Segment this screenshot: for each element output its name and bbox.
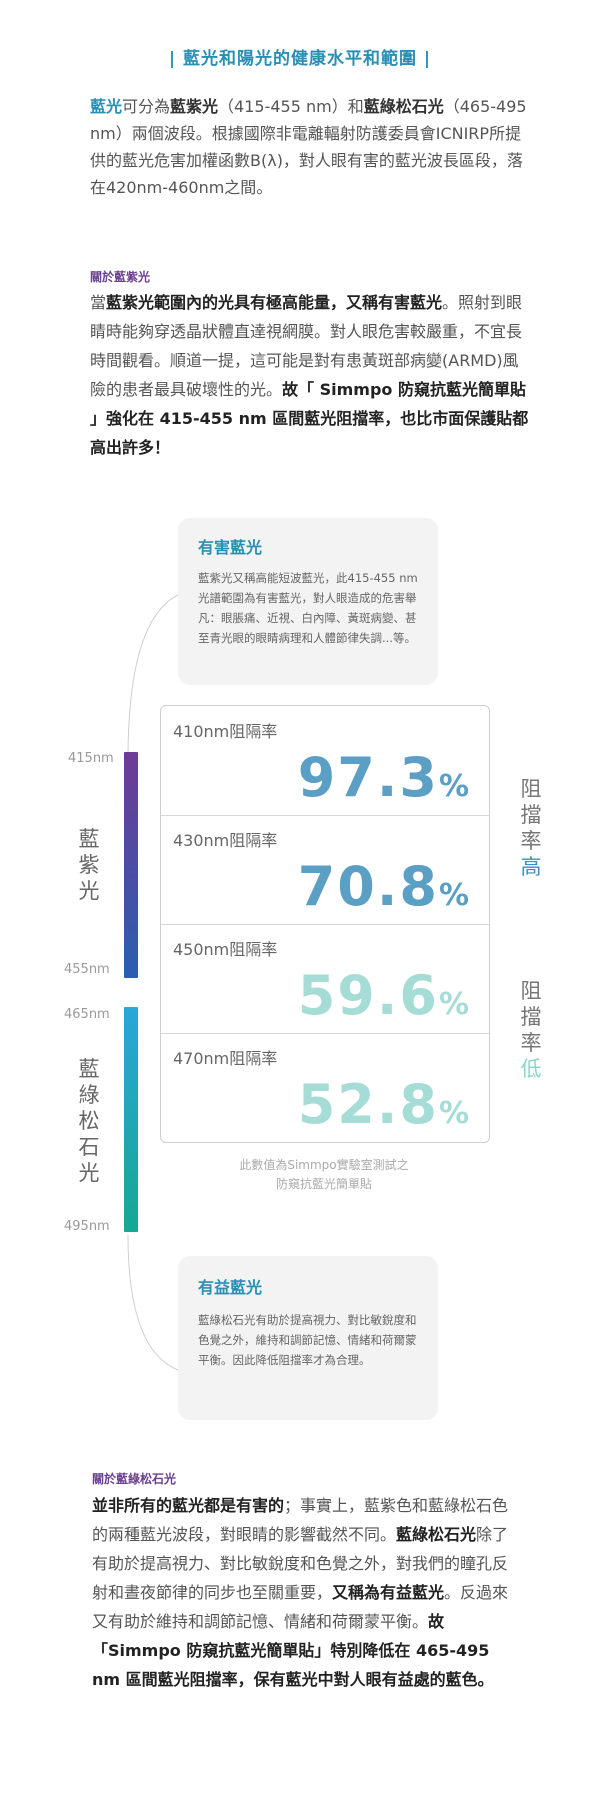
rate-row-450: 450nm阻隔率 59.6% <box>161 924 489 1034</box>
blocking-rate-table: 410nm阻隔率 97.3% 430nm阻隔率 70.8% 450nm阻隔率 5… <box>160 705 490 1143</box>
rate-row-430: 430nm阻隔率 70.8% <box>161 815 489 925</box>
lab-note-line-2: 防窺抗藍光簡單貼 <box>275 1177 372 1191</box>
violet-text-2: 藍紫光範圍內的光具有極高能量，又稱有害藍光 <box>106 293 443 312</box>
section-label-turquoise: 關於藍綠松石光 <box>92 1472 177 1486</box>
high-block-rate-label: 阻擋率高 <box>518 776 544 880</box>
beneficial-card-body: 藍綠松石光有助於提高視力、對比敏銳度和色覺之外，維持和調節記憶、情緒和荷爾蒙平衡… <box>198 1313 417 1367</box>
intro-paragraph: 藍光可分為藍紫光（415-455 nm）和藍綠松石光（465-495 nm）兩個… <box>90 93 530 201</box>
intro-turquoise-light: 藍綠松石光 <box>363 97 444 116</box>
high-prefix: 阻擋率 <box>520 777 542 853</box>
rate-unit: % <box>438 769 471 804</box>
harmful-blue-light-card: 有害藍光 藍紫光又稱高能短波藍光，此415-455 nm 光譜範圍為有害藍光，對… <box>178 518 438 685</box>
turquoise-text-1: 並非所有的藍光都是有害的 <box>92 1496 285 1515</box>
rate-row-410: 410nm阻隔率 97.3% <box>161 706 489 816</box>
rate-unit: % <box>438 1096 471 1131</box>
beneficial-card-title: 有益藍光 <box>198 1278 263 1297</box>
rate-unit: % <box>438 878 471 913</box>
turquoise-paragraph: 並非所有的藍光都是有害的；事實上，藍紫色和藍綠松石色的兩種藍光波段，對眼睛的影響… <box>92 1491 517 1694</box>
rate-number: 52.8 <box>297 1073 439 1136</box>
beneficial-blue-light-card: 有益藍光 藍綠松石光有助於提高視力、對比敏銳度和色覺之外，維持和調節記憶、情緒和… <box>178 1256 438 1420</box>
low-word: 低 <box>520 1057 542 1081</box>
violet-text-1: 當 <box>90 293 107 312</box>
rate-row-470: 470nm阻隔率 52.8% <box>161 1033 489 1142</box>
rate-value: 97.3% <box>298 746 471 809</box>
turquoise-spectrum-bar <box>124 1007 138 1232</box>
nm-465-label: 465nm <box>64 1007 110 1022</box>
rate-value: 70.8% <box>298 855 471 918</box>
section-label-violet: 關於藍紫光 <box>90 270 151 284</box>
intro-text-2: （415-455 nm）和 <box>218 97 364 116</box>
nm-495-label: 495nm <box>64 1219 110 1234</box>
rate-label: 430nm阻隔率 <box>173 831 278 850</box>
rate-number: 97.3 <box>297 746 439 809</box>
lab-note-line-1: 此數值為Simmpo實驗室測試之 <box>239 1158 409 1172</box>
intro-violet-light: 藍紫光 <box>170 97 219 116</box>
rate-number: 70.8 <box>297 855 439 918</box>
high-word: 高 <box>520 855 542 879</box>
low-prefix: 阻擋率 <box>520 979 542 1055</box>
violet-light-label: 藍紫光 <box>78 827 100 903</box>
violet-spectrum-bar <box>124 752 138 978</box>
violet-paragraph: 當藍紫光範圍內的光具有極高能量，又稱有害藍光。照射到眼睛時能夠穿透晶狀體直達視網… <box>90 288 530 462</box>
turquoise-text-7: 故「Simmpo 防窺抗藍光簡單貼」特別降低在 465-495 nm 區間藍光阻… <box>92 1612 494 1689</box>
rate-value: 59.6% <box>298 964 471 1027</box>
rate-number: 59.6 <box>297 964 439 1027</box>
nm-415-label: 415nm <box>68 751 114 766</box>
harmful-card-body: 藍紫光又稱高能短波藍光，此415-455 nm 光譜範圍為有害藍光，對人眼造成的… <box>198 571 418 645</box>
turquoise-text-5: 又稱為有益藍光 <box>332 1583 445 1602</box>
turquoise-light-label: 藍綠松石光 <box>78 1057 100 1185</box>
lab-note: 此數值為Simmpo實驗室測試之 防窺抗藍光簡單貼 <box>160 1156 488 1194</box>
turquoise-text-3: 藍綠松石光 <box>396 1525 477 1544</box>
rate-label: 410nm阻隔率 <box>173 722 278 741</box>
intro-blue-light: 藍光 <box>90 97 123 116</box>
rate-unit: % <box>438 987 471 1022</box>
turquoise-text-6: 。反過來又有助於維持和調節記憶、情緒和荷爾蒙平衡。 <box>92 1583 509 1631</box>
intro-text-3: （465-495 nm）兩個波段。根據國際非電離輻射防護委員會ICNIRP所提供… <box>90 97 527 197</box>
violet-text-4: 故「 Simmpo 防窺抗藍光簡單貼 」強化在 415-455 nm 區間藍光阻… <box>90 380 529 457</box>
page-title: | 藍光和陽光的健康水平和範圍 | <box>168 49 432 69</box>
nm-455-label: 455nm <box>64 962 110 977</box>
intro-text-1: 可分為 <box>122 97 171 116</box>
rate-label: 470nm阻隔率 <box>173 1049 278 1068</box>
low-block-rate-label: 阻擋率低 <box>518 978 544 1082</box>
rate-label: 450nm阻隔率 <box>173 940 278 959</box>
turquoise-text-4: 除了有助於提高視力、對比敏銳度和色覺之外，對我們的瞳孔反射和晝夜節律的同步也至關… <box>92 1525 509 1602</box>
rate-value: 52.8% <box>298 1073 471 1136</box>
violet-text-3: 。照射到眼睛時能夠穿透晶狀體直達視網膜。對人眼危害較嚴重，不宜長時間觀看。順道一… <box>90 293 523 399</box>
harmful-card-title: 有害藍光 <box>198 538 263 557</box>
turquoise-text-2: ；事實上，藍紫色和藍綠松石色的兩種藍光波段，對眼睛的影響截然不同。 <box>92 1496 509 1544</box>
